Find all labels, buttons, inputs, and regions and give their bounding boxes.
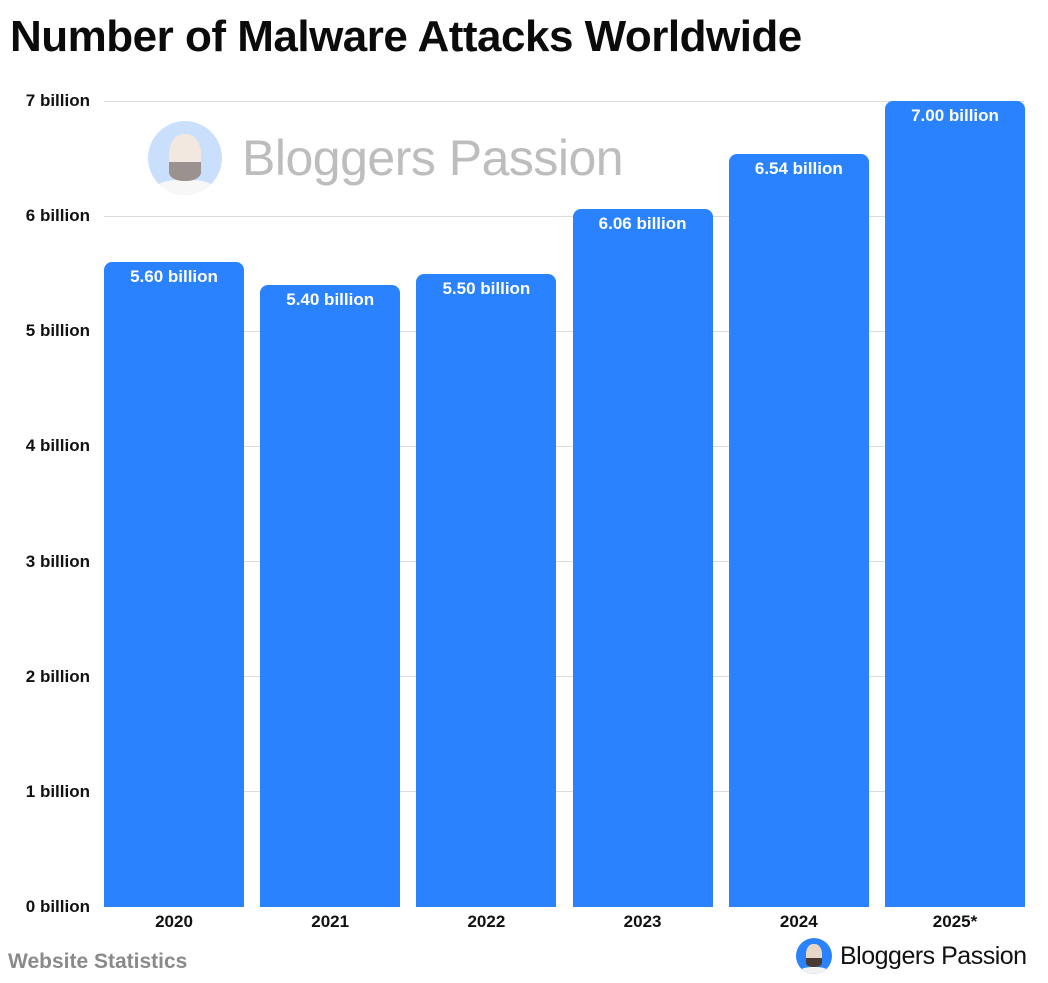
bar-2024: 6.54 billion: [728, 153, 869, 907]
brand-logo: Bloggers Passion: [796, 938, 1027, 974]
bar-value-label: 5.50 billion: [442, 278, 531, 298]
gridline: [104, 446, 1024, 447]
bar-value-label: 7.00 billion: [911, 106, 999, 125]
bar-value-label: 5.60 billion: [130, 267, 218, 287]
gridline: [104, 331, 1024, 332]
watermark: Bloggers Passion: [148, 121, 624, 195]
chart-title: Number of Malware Attacks Worldwide: [10, 12, 802, 61]
x-tick-label: 2024: [779, 912, 818, 931]
x-tick-label: 2021: [311, 912, 350, 931]
gridline: [104, 676, 1024, 677]
watermark-text: Bloggers Passion: [242, 130, 624, 186]
bar-value-label: 6.06 billion: [598, 214, 687, 234]
gridline: [104, 101, 1024, 102]
bar-value-label: 6.54 billion: [754, 158, 843, 178]
y-tick-label: 3 billion: [25, 552, 90, 571]
x-tick-label: 2022: [467, 912, 506, 931]
y-tick-label: 4 billion: [25, 436, 90, 455]
avatar-icon: [148, 121, 222, 195]
x-tick-label: 2023: [623, 912, 662, 931]
bar-2025: 7.00 billion: [885, 101, 1025, 907]
y-tick-label: 0 billion: [25, 897, 90, 916]
brand-text: Bloggers Passion: [840, 941, 1027, 970]
y-tick-label: 5 billion: [25, 321, 90, 340]
source-label: Website Statistics: [8, 950, 188, 973]
bar-value-label: 5.40 billion: [286, 290, 375, 310]
x-tick-label: 2025*: [932, 912, 978, 931]
gridline: [104, 561, 1024, 562]
bar-2022: 5.50 billion: [416, 273, 557, 907]
bar-2021: 5.40 billion: [260, 285, 401, 907]
y-tick-label: 7 billion: [25, 91, 90, 110]
gridline: [104, 791, 1024, 792]
bar-2020: 5.60 billion: [104, 262, 244, 907]
y-tick-label: 1 billion: [25, 782, 90, 801]
bars: 5.60 billion 5.40 billion 5.50 billion 6…: [104, 101, 1025, 907]
gridline: [104, 216, 1024, 217]
avatar-icon: [796, 938, 832, 974]
y-tick-label: 2 billion: [25, 667, 90, 686]
plot-area: [104, 101, 1024, 907]
y-tick-label: 6 billion: [25, 206, 90, 225]
x-tick-label: 2020: [155, 912, 193, 931]
bar-2023: 6.06 billion: [572, 209, 713, 907]
